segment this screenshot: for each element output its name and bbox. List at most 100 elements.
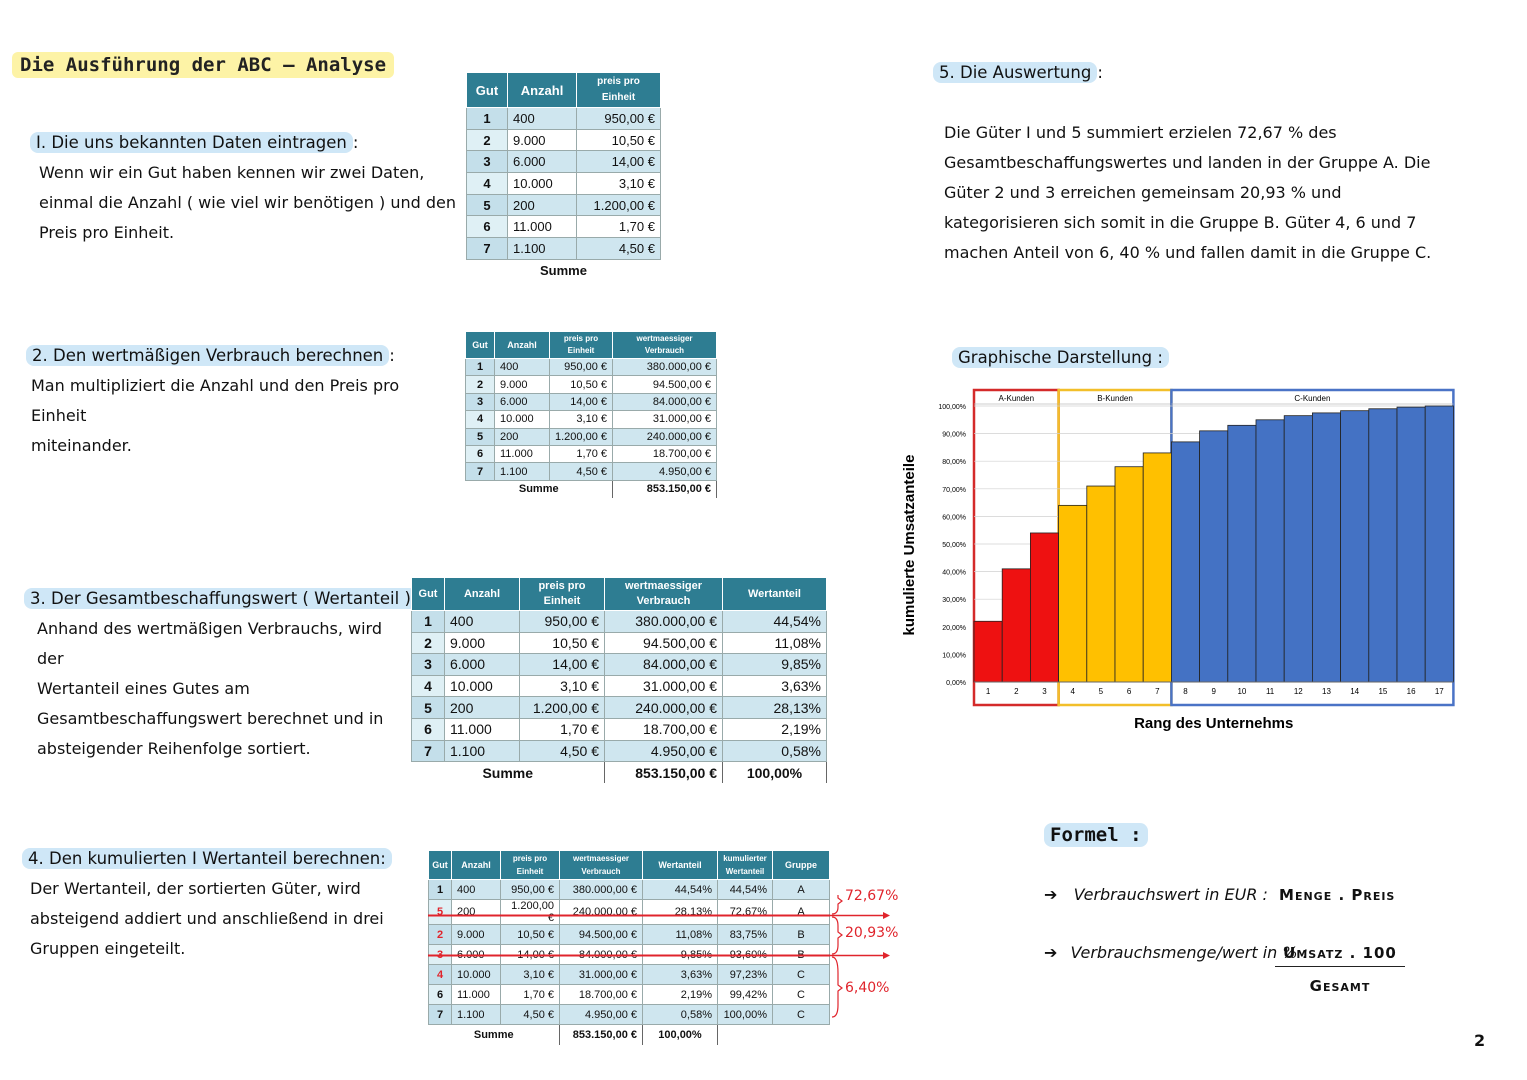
- column-header: Wertanteil: [642, 850, 718, 880]
- table-row: 7 1.100 4,50 €4.950,00 €0,58%: [411, 739, 827, 763]
- column-header: Anzahl: [494, 331, 550, 359]
- table-wertanteil: Gut Anzahl preis pro Einheit wertmaessig…: [411, 577, 827, 784]
- table-cell: 10,50 €: [549, 375, 613, 394]
- table-row: 2 9.000 10,50 €: [466, 128, 661, 152]
- table-cell: 1: [465, 357, 495, 377]
- y-tick-label: 0,00%: [946, 680, 966, 687]
- arrow-icon: ➔: [1044, 943, 1058, 962]
- table-cell: 9.000: [444, 631, 520, 655]
- table-cell: 3: [428, 944, 452, 965]
- table-daten: Gut Anzahl preis pro Einheit 1 400 950,00 …: [466, 72, 661, 281]
- formula-2: ➔ Verbrauchsmenge/wert in % :: [1044, 943, 1308, 962]
- x-tick-label: 4: [1070, 687, 1075, 696]
- table-cell: 84.000,00 €: [604, 653, 723, 676]
- bar: [1396, 406, 1426, 683]
- table-cell: 3,10 €: [500, 964, 560, 985]
- table-cell: 6.000: [507, 150, 577, 174]
- table-cell: C: [772, 964, 830, 985]
- table-cell: 4,50 €: [500, 1004, 560, 1025]
- table-row: 4 10.000 3,10 €31.000,00 €: [465, 410, 717, 429]
- table-row: 1 400 950,00 €380.000,00 €: [465, 357, 717, 377]
- x-tick-label: 16: [1407, 687, 1416, 696]
- table-cell: 400: [494, 357, 550, 377]
- step5-text: Die Güter I und 5 summiert erzielen 72,6…: [944, 118, 1504, 268]
- arrow-icon: ➔: [1044, 885, 1058, 904]
- bar: [1255, 419, 1285, 683]
- text-line: Wertanteil eines Gutes am: [37, 679, 250, 698]
- arrow-head: [883, 952, 890, 959]
- fraction-numerator: Umsatz . 100: [1275, 944, 1405, 967]
- y-tick-label: 50,00%: [942, 542, 966, 549]
- column-header: Wertanteil: [722, 577, 827, 611]
- column-header: preis pro Einheit: [500, 850, 560, 880]
- column-header: wertmaessiger Verbrauch: [559, 850, 643, 880]
- table-cell: 2: [411, 631, 445, 655]
- table-cell: 7: [466, 237, 508, 260]
- table-cell: 5: [428, 899, 452, 925]
- bar: [1199, 430, 1229, 683]
- table-cell: 6.000: [451, 944, 501, 965]
- table-cell: B: [772, 924, 830, 945]
- table-row: 2 9.000 10,50 €94.500,00 €11,08%: [411, 631, 827, 655]
- table-cell: 3,63%: [722, 674, 827, 698]
- table-cell: 853.150,00 €: [559, 1024, 643, 1045]
- table-cell: 1.100: [444, 739, 520, 763]
- table-cell: 10,50 €: [576, 128, 661, 152]
- bar: [1340, 410, 1370, 683]
- table-cell: 6.000: [444, 653, 520, 676]
- table-cell: 3,10 €: [549, 410, 613, 429]
- graph-heading: Graphische Darstellung :: [952, 347, 1169, 368]
- table-cell: 200: [507, 193, 577, 217]
- x-tick-label: 6: [1127, 687, 1132, 696]
- x-tick-label: 8: [1183, 687, 1188, 696]
- table-cell: 400: [444, 610, 520, 633]
- x-tick-label: 12: [1294, 687, 1303, 696]
- table-cell: 6: [428, 984, 452, 1005]
- table-cell: 9.000: [507, 128, 577, 152]
- x-tick-label: 10: [1237, 687, 1246, 696]
- text-line: absteigender Reihenfolge sortiert.: [37, 739, 311, 758]
- x-tick-label: 3: [1042, 687, 1047, 696]
- table-cell: 4: [465, 410, 495, 429]
- table-cell: 380.000,00 €: [612, 357, 717, 377]
- column-header: Anzahl: [507, 72, 577, 108]
- table-cell: 1: [411, 610, 445, 633]
- y-axis-title: kumulierte Umsatzanteile: [901, 455, 918, 636]
- group-label: C-Kunden: [1294, 394, 1330, 403]
- table-cell: 84.000,00 €: [612, 392, 717, 412]
- table-cell: 18.700,00 €: [612, 444, 717, 464]
- table-row: 7 1.100 4,50 €4.950,00 €: [465, 462, 717, 481]
- y-tick-label: 30,00%: [942, 597, 966, 604]
- text-line: Gesamtbeschaffungswertes und landen in d…: [944, 153, 1431, 172]
- table-cell: 1.200,00 €: [519, 696, 605, 719]
- table-cell: 31.000,00 €: [604, 674, 723, 698]
- table-cell: 0,58%: [722, 739, 827, 763]
- x-tick-label: 11: [1266, 687, 1275, 696]
- table-cell: 99,42%: [717, 984, 773, 1005]
- table-cell: B: [772, 944, 830, 965]
- step5-heading: 5. Die Auswertung:: [933, 62, 1103, 83]
- column-header: Anzahl: [451, 850, 501, 880]
- y-tick-label: 70,00%: [942, 487, 966, 494]
- table-row: 5 200 1.200,00 €240.000,00 €: [465, 427, 717, 446]
- column-header: preis pro Einheit: [576, 72, 661, 108]
- table-cell: 950,00 €: [519, 610, 605, 633]
- text-line: Wenn wir ein Gut haben kennen wir zwei D…: [39, 163, 425, 182]
- table-row: 7 1.100 4,50 €4.950,00 €0,58% 100,00% C: [428, 1004, 830, 1025]
- abc-chart: A-Kunden B-Kunden C-Kunden 0,00% 10,00% 20,00…: [901, 388, 1455, 732]
- table-row: 4 10.000 3,10 €31.000,00 €3,63%: [411, 674, 827, 698]
- bar: [1029, 532, 1059, 683]
- table-cell: 1: [466, 107, 508, 130]
- table-cell: 3,63%: [642, 964, 718, 985]
- text-line: Preis pro Einheit.: [39, 223, 175, 242]
- table-cell: 4: [428, 964, 452, 985]
- table-cell: 950,00 €: [549, 357, 613, 377]
- table-row: 1 400 950,00 €: [466, 107, 661, 130]
- table-cell: 200: [494, 427, 550, 446]
- table-cell: 1.200,00 €: [500, 899, 560, 925]
- table-cell: 100,00%: [717, 1004, 773, 1025]
- table-cell: 28,13%: [642, 899, 718, 925]
- bracket-c: [831, 956, 843, 1018]
- table-cell: 11,08%: [722, 631, 827, 655]
- table-cell: 400: [451, 879, 501, 900]
